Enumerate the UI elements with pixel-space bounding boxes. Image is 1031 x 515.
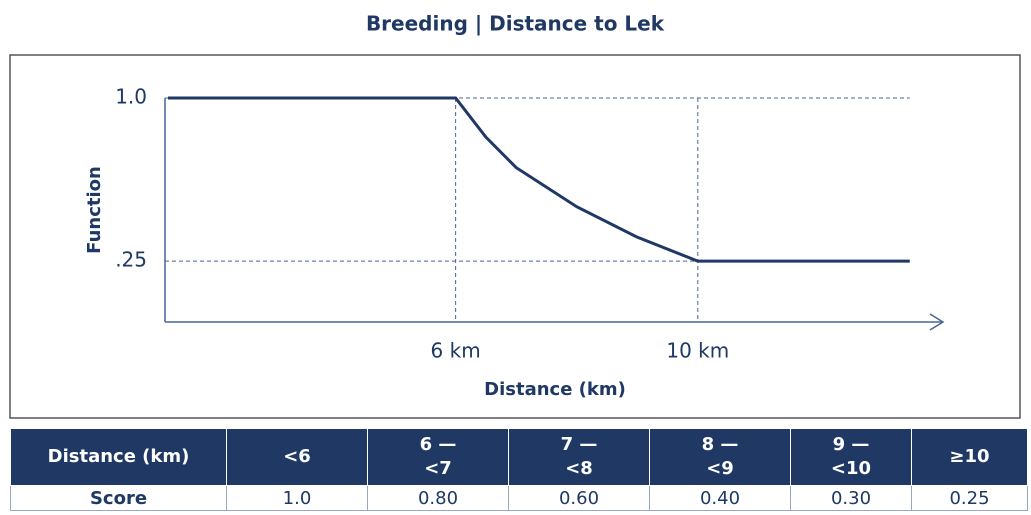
score-table: Distance (km) <6 6 — <7 7 — <8 8 — <9 9 — <10… [10,428,1028,511]
score-cell: 1.0 [226,485,368,511]
score-cell: 0.80 [367,485,509,511]
y-tick-label: 1.0 [115,85,147,109]
header-cell: 8 — <9 [649,428,791,486]
x-tick-label: 6 km [431,339,481,363]
score-cell: 0.40 [649,485,791,511]
chart-title: Breeding | Distance to Lek [366,12,665,36]
score-cell: 0.60 [508,485,650,511]
header-cell: Distance (km) [10,428,227,486]
chart-frame [9,54,1021,419]
score-cell: 0.25 [911,485,1028,511]
y-tick-label: .25 [115,248,147,272]
header-row: Distance (km) <6 6 — <7 7 — <8 8 — <9 9 — <10… [10,428,1028,486]
score-row: Score 1.0 0.80 0.60 0.40 0.30 0.25 [10,485,1028,511]
header-cell: <6 [226,428,368,486]
score-cell: 0.30 [790,485,912,511]
header-cell: 6 — <7 [367,428,509,486]
x-axis-label: Distance (km) [484,379,626,400]
x-axis-arrow [929,313,945,331]
x-tick-label: 10 km [666,339,729,363]
header-cell: 7 — <8 [508,428,650,486]
header-cell: 9 — <10 [790,428,912,486]
y-axis-label: Function [84,166,105,254]
chart: Breeding | Distance to Lek Distance (km)… [9,12,1021,419]
row-label: Score [10,485,227,511]
header-cell: ≥10 [911,428,1028,486]
data-line [168,96,910,263]
